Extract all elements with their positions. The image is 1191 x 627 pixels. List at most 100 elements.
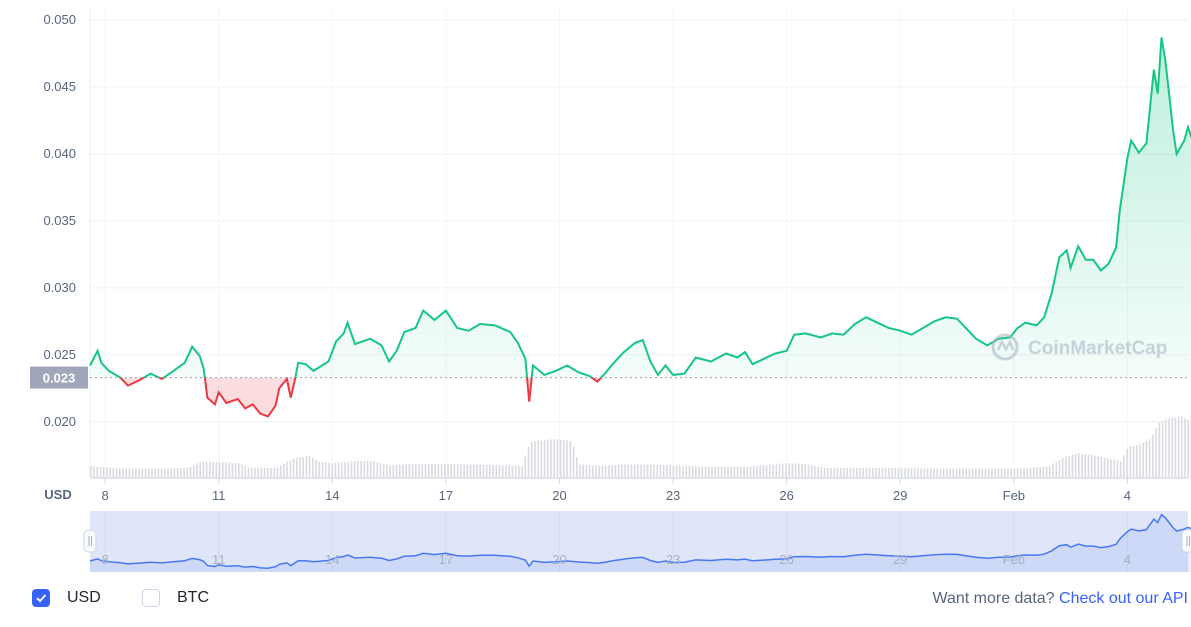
volume-bar	[678, 465, 681, 478]
current-price-label: 0.023	[30, 366, 88, 389]
volume-bar	[257, 467, 259, 478]
volume-bar	[1110, 459, 1112, 478]
usd-checkbox-label: USD	[67, 589, 101, 606]
volume-bar	[791, 463, 794, 478]
volume-bar	[566, 440, 568, 478]
y-axis: 0.020 0.025 0.030 0.035 0.040 0.045 0.050	[43, 12, 76, 429]
navigator-selection[interactable]	[90, 511, 1188, 572]
volume-bar	[321, 462, 324, 478]
volume-bar	[93, 466, 95, 478]
volume-bar	[295, 457, 298, 478]
volume-bar	[794, 463, 797, 478]
volume-bar	[273, 467, 276, 478]
volume-bar	[994, 468, 996, 478]
volume-bar	[366, 460, 369, 478]
volume-bar	[836, 468, 839, 478]
x-tick-label: 23	[666, 488, 680, 503]
check-icon	[36, 594, 47, 603]
volume-bar	[1020, 468, 1022, 478]
btc-checkbox-box[interactable]	[142, 589, 160, 607]
volume-bar	[688, 466, 691, 478]
volume-bar	[1074, 453, 1077, 478]
volume-bar	[968, 468, 971, 478]
volume-bar	[192, 465, 195, 478]
volume-bar	[1045, 466, 1048, 478]
volume-bar	[476, 464, 478, 478]
volume-bar	[859, 468, 861, 478]
volume-bar	[463, 464, 465, 478]
volume-bar	[913, 468, 916, 478]
volume-bar	[102, 467, 105, 478]
volume-bar	[621, 464, 623, 478]
volume-bar	[485, 464, 488, 478]
volume-bar	[569, 441, 572, 478]
volume-bar	[611, 465, 613, 478]
volume-bar	[492, 465, 494, 478]
volume-bar	[933, 468, 935, 478]
volume-bar	[691, 466, 694, 478]
volume-bar	[170, 468, 173, 478]
x-tick-label: 11	[212, 488, 226, 503]
usd-checkbox[interactable]: USD	[32, 589, 101, 607]
volume-bar	[173, 468, 176, 478]
volume-bar	[939, 468, 942, 478]
volume-bar	[238, 463, 240, 478]
volume-bars	[90, 416, 1191, 478]
btc-checkbox[interactable]: BTC	[142, 589, 209, 607]
volume-bar	[157, 468, 160, 478]
volume-bar	[936, 468, 939, 478]
volume-bar	[810, 465, 813, 478]
api-link[interactable]: Check out our API	[1059, 590, 1188, 607]
volume-bar	[444, 463, 446, 478]
volume-bar	[817, 466, 819, 478]
volume-bar	[904, 468, 906, 478]
volume-bar	[891, 468, 893, 478]
volume-bar	[331, 463, 333, 478]
volume-bar	[884, 468, 887, 478]
volume-bar	[1103, 457, 1106, 478]
volume-bar	[949, 468, 951, 478]
volume-bar	[1068, 455, 1070, 478]
volume-bar	[955, 468, 958, 478]
volume-bar	[469, 464, 472, 478]
navigator-left-handle[interactable]	[83, 529, 97, 553]
volume-bar	[395, 464, 398, 478]
volume-bar	[450, 464, 453, 478]
volume-bar	[592, 465, 594, 478]
volume-bar	[386, 464, 388, 478]
volume-bar	[1132, 445, 1135, 478]
volume-bar	[807, 464, 810, 478]
volume-bar	[1049, 465, 1051, 478]
volume-bar	[212, 461, 214, 478]
volume-bar	[1142, 442, 1144, 478]
watermark: CoinMarketCap	[991, 333, 1167, 361]
usd-checkbox-box[interactable]	[32, 589, 50, 607]
volume-bar	[553, 439, 556, 478]
volume-bar	[733, 466, 736, 478]
volume-bar	[421, 464, 424, 478]
volume-bar	[865, 468, 868, 478]
volume-bar	[801, 464, 803, 478]
volume-bar	[543, 440, 546, 478]
volume-bar	[1094, 455, 1096, 478]
volume-bar	[1013, 468, 1016, 478]
api-promo: Want more data? Check out our API	[932, 590, 1188, 608]
volume-bar	[1065, 456, 1067, 478]
navigator-line	[89, 513, 1191, 569]
volume-bar	[646, 464, 649, 478]
volume-bar	[1152, 434, 1154, 478]
volume-bar	[1119, 461, 1122, 478]
volume-bar	[575, 456, 578, 478]
volume-bar	[781, 463, 784, 478]
range-navigator[interactable]: 8 11 14 17 20 23 26 29 Feb 4	[83, 511, 1191, 572]
volume-bar	[1158, 422, 1161, 478]
volume-bar	[376, 462, 379, 478]
volume-bar	[402, 464, 404, 478]
volume-bar	[144, 468, 147, 478]
navigator-right-handle[interactable]	[1181, 529, 1191, 553]
x-tick-label: 29	[893, 488, 907, 503]
volume-bar	[218, 461, 221, 478]
volume-bar	[868, 468, 871, 478]
volume-bar	[923, 468, 926, 478]
